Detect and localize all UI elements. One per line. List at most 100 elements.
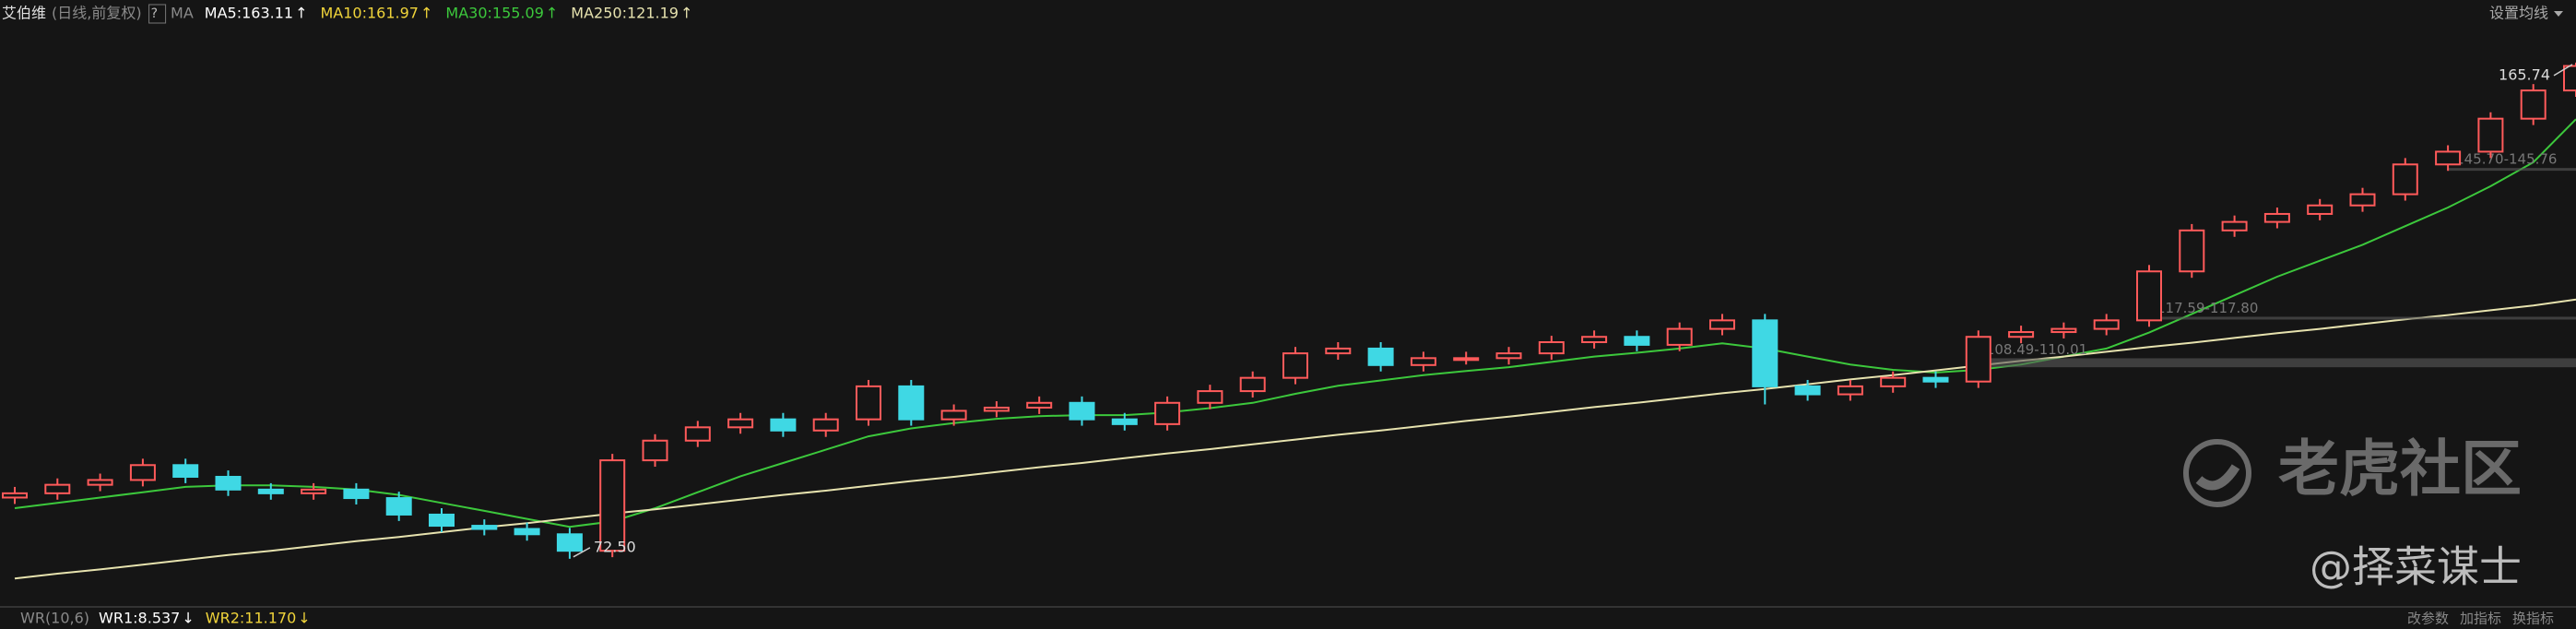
wr-trend: ↓ xyxy=(298,610,310,627)
wr-legend: WR1:8.537 xyxy=(99,610,180,627)
candle-body xyxy=(2179,229,2205,273)
ma-trend: ↑ xyxy=(420,5,432,22)
candle-body xyxy=(1922,376,1949,383)
candle-body xyxy=(1709,319,1735,330)
candle-body xyxy=(1752,319,1778,387)
ma-line xyxy=(14,118,2576,528)
candle-body xyxy=(1624,336,1650,346)
gap-label: 145.70-145.76 xyxy=(2455,151,2557,168)
candle-body xyxy=(2093,319,2120,330)
candle-body xyxy=(898,385,925,421)
candle-body xyxy=(1325,347,1352,355)
candle-body xyxy=(172,464,199,478)
price-annotation: 72.50 xyxy=(594,538,636,555)
candle-body xyxy=(1965,336,1991,383)
candle-body xyxy=(1367,347,1394,366)
gap-label: 117.59-117.80 xyxy=(2157,300,2258,316)
wr-legend: WR2:11.170 xyxy=(206,610,297,627)
candle-body xyxy=(44,483,71,494)
candle-body xyxy=(770,418,797,432)
ma-legend: MA30:155.09 xyxy=(445,5,543,22)
candle-body xyxy=(2477,117,2504,153)
gap-band xyxy=(2448,168,2576,172)
candle-body xyxy=(2520,89,2546,120)
watermark-logo-mark xyxy=(2195,464,2240,491)
candle-body xyxy=(257,488,284,494)
candle-body xyxy=(343,488,370,500)
candle-body xyxy=(215,475,242,491)
candle-body xyxy=(940,409,967,421)
candle-body xyxy=(385,497,412,516)
watermark-author: @择菜谋士 xyxy=(2310,542,2522,592)
candle-body xyxy=(429,513,455,528)
candle-body xyxy=(1026,401,1053,409)
candle-body xyxy=(1794,385,1821,396)
candle-body xyxy=(2263,212,2290,223)
settings-button[interactable]: 设置均线 xyxy=(2489,5,2548,22)
candle-body xyxy=(1837,385,1863,396)
candle-body xyxy=(727,418,754,429)
candle-body xyxy=(856,385,881,421)
candle-body xyxy=(1538,341,1565,355)
annotation-pointer xyxy=(2553,64,2573,77)
candle-body xyxy=(1239,376,1266,393)
candle-body xyxy=(684,426,711,442)
ma-trend: ↑ xyxy=(546,5,558,22)
candle-body xyxy=(1069,401,1095,421)
candle-body xyxy=(301,488,327,494)
candle-body xyxy=(514,528,540,536)
candle-body xyxy=(1453,357,1480,362)
ma-trend: ↑ xyxy=(295,5,307,22)
help-box[interactable] xyxy=(148,4,167,24)
candle-body xyxy=(2050,327,2077,334)
watermark-logo xyxy=(2183,439,2251,507)
candle-body xyxy=(599,459,626,552)
candle-body xyxy=(642,439,668,462)
candle-body xyxy=(1666,327,1693,346)
candle-body xyxy=(2008,331,2035,338)
candle-body xyxy=(2,492,28,499)
candle-body xyxy=(2136,270,2162,322)
candle-body xyxy=(2307,204,2334,215)
candle-body xyxy=(2563,65,2576,92)
candle-body xyxy=(1282,352,1308,379)
candle-body xyxy=(2435,150,2462,166)
indicator-name: MA xyxy=(171,5,194,22)
ma-line xyxy=(14,298,2576,580)
candle-body xyxy=(983,406,1010,412)
candle-body xyxy=(812,418,839,432)
annotation-pointer xyxy=(573,547,591,558)
candle-body xyxy=(1111,418,1138,425)
candle-body xyxy=(1880,376,1907,387)
ma-trend: ↑ xyxy=(680,5,692,22)
candle-body xyxy=(129,464,156,481)
candle-body xyxy=(1197,390,1223,404)
candle-body xyxy=(87,479,113,486)
panel-button[interactable]: 换指标 xyxy=(2512,611,2554,627)
help-icon[interactable]: ? xyxy=(151,6,158,21)
dropdown-arrow[interactable] xyxy=(2554,11,2563,17)
gap-band xyxy=(2149,316,2576,320)
ma-legend: MA5:163.11 xyxy=(205,5,293,22)
gap-label: 108.49-110.01 xyxy=(1986,341,2087,358)
panel-button[interactable]: 加指标 xyxy=(2460,611,2501,627)
candle-body xyxy=(2349,193,2376,207)
candle-body xyxy=(1581,336,1608,344)
panel-button[interactable]: 改参数 xyxy=(2407,611,2449,627)
candle-body xyxy=(1154,401,1181,425)
candle-body xyxy=(2221,220,2248,231)
watermark-brand: 老虎社区 xyxy=(2278,433,2522,504)
wr-trend: ↓ xyxy=(182,610,194,627)
price-annotation: 165.74 xyxy=(2499,65,2550,83)
candle-body xyxy=(1410,357,1436,366)
candle-body xyxy=(556,533,583,552)
gap-band xyxy=(1978,358,2576,368)
candle-body xyxy=(2392,163,2418,196)
ma-legend: MA10:161.97 xyxy=(321,5,419,22)
ma-legend: MA250:121.19 xyxy=(571,5,679,22)
candle-body xyxy=(471,525,498,530)
candle-body xyxy=(1495,352,1522,360)
chart-mode: (日线,前复权) xyxy=(52,5,142,22)
stock-name: 艾伯维 xyxy=(2,5,46,22)
